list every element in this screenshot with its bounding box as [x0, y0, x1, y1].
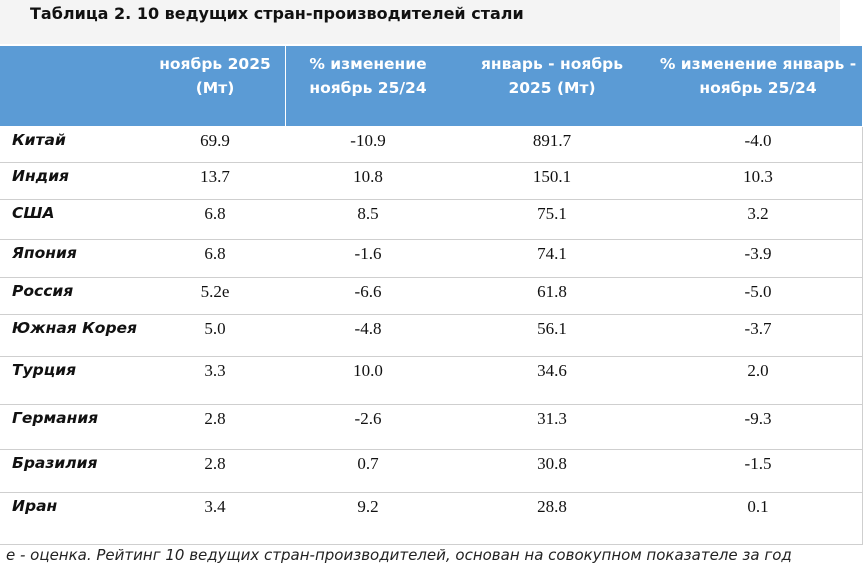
country: Южная Корея: [12, 319, 138, 337]
value-cell: 13.7: [200, 167, 230, 186]
value-cell: 74.1: [537, 244, 567, 263]
value-cell: 6.8: [204, 204, 226, 223]
table-row: Южная Корея 5.0 -4.8 56.1 -3.7: [0, 315, 863, 357]
value-cell: 6.8: [204, 244, 226, 263]
country: Иран: [12, 497, 58, 515]
country: Китай: [12, 131, 66, 149]
table-row: Китай 69.9 -10.9 891.7 -4.0: [0, 127, 863, 163]
value-cell: 3.4: [204, 497, 226, 516]
country: Индия: [12, 167, 70, 185]
value-cell: 3.2: [747, 204, 769, 223]
title: Таблица 2. 10 ведущих стран-производител…: [30, 4, 524, 23]
value-cell: 150.1: [532, 167, 572, 186]
value-cell: 69.9: [200, 131, 230, 150]
table-row: Германия 2.8 -2.6 31.3 -9.3: [0, 405, 863, 450]
value-cell: 10.3: [743, 167, 773, 186]
table-row: Иран 3.4 9.2 28.8 0.1: [0, 493, 863, 545]
value-cell: -3.7: [744, 319, 772, 338]
value-cell: -10.9: [350, 131, 386, 150]
country: США: [12, 204, 55, 222]
value-cell: -9.3: [744, 409, 772, 428]
column-header: % изменение ноябрь 25/24: [309, 55, 427, 97]
value-cell: 10.8: [353, 167, 383, 186]
value-cell: -4.8: [354, 319, 382, 338]
value-cell: 2.8: [204, 454, 226, 473]
table-row: Япония 6.8 -1.6 74.1 -3.9: [0, 240, 863, 278]
table-row: США 6.8 8.5 75.1 3.2: [0, 200, 863, 240]
value-cell: 891.7: [532, 131, 572, 150]
value-cell: -6.6: [354, 282, 382, 301]
column-header: % изменение январь - ноябрь 25/24: [659, 55, 857, 97]
country: Германия: [12, 409, 99, 427]
column-header: январь - ноябрь 2025 (Мт): [480, 55, 624, 97]
value-cell: -5.0: [744, 282, 772, 301]
value-cell: 5.0: [204, 319, 226, 338]
value-cell: 61.8: [537, 282, 567, 301]
table-header: [0, 46, 862, 126]
value-cell: -4.0: [744, 131, 772, 150]
country: Бразилия: [12, 454, 98, 472]
country: Турция: [12, 361, 77, 379]
column-header: ноябрь 2025 (Мт): [159, 55, 271, 97]
title-bar: [0, 0, 840, 44]
value-cell: 2.8: [204, 409, 226, 428]
value-cell: -1.5: [744, 454, 772, 473]
table-row: Бразилия 2.8 0.7 30.8 -1.5: [0, 450, 863, 493]
value-cell: -1.6: [354, 244, 382, 263]
value-cell: 2.0: [747, 361, 769, 380]
value-cell: 0.1: [747, 497, 769, 516]
value-cell: 9.2: [357, 497, 379, 516]
value-cell: -2.6: [354, 409, 382, 428]
value-cell: -3.9: [744, 244, 772, 263]
value-cell: 56.1: [537, 319, 567, 338]
table-row: Россия 5.2e -6.6 61.8 -5.0: [0, 278, 863, 315]
value-cell: 8.5: [357, 204, 379, 223]
value-cell: 31.3: [537, 409, 567, 428]
header-divider: [285, 46, 286, 126]
value-cell: 5.2e: [200, 282, 230, 301]
value-cell: 3.3: [204, 361, 226, 380]
footnote: е - оценка. Рейтинг 10 ведущих стран-про…: [6, 546, 792, 564]
table-row: Индия 13.7 10.8 150.1 10.3: [0, 163, 863, 200]
value-cell: 75.1: [537, 204, 567, 223]
value-cell: 30.8: [537, 454, 567, 473]
value-cell: 28.8: [537, 497, 567, 516]
value-cell: 10.0: [353, 361, 383, 380]
table-row: Турция 3.3 10.0 34.6 2.0: [0, 357, 863, 405]
value-cell: 0.7: [357, 454, 379, 473]
country: Россия: [12, 282, 74, 300]
value-cell: 34.6: [537, 361, 567, 380]
country: Япония: [12, 244, 77, 262]
